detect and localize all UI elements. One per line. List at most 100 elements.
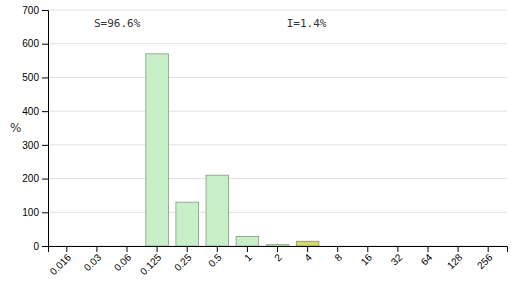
x-tick-label: 0.25 bbox=[172, 251, 194, 273]
chart: 0.016 0.03 0.060.125 0.25 0.5 1 2 4 8 16 32 64 128 25… bbox=[0, 0, 519, 288]
grid-line bbox=[48, 111, 507, 112]
grid-line bbox=[48, 144, 507, 145]
bar bbox=[387, 246, 410, 247]
grid bbox=[48, 10, 507, 246]
x-tick-mark bbox=[217, 246, 218, 252]
y-tick: 400 bbox=[22, 106, 48, 117]
y-tick: 600 bbox=[22, 38, 48, 49]
bar bbox=[206, 175, 229, 246]
x-tick-label: 128 bbox=[445, 251, 465, 271]
y-tick-label: 400 bbox=[22, 106, 39, 117]
y-tick-label: 0 bbox=[33, 241, 39, 252]
bar bbox=[326, 246, 349, 247]
x-tick-label: 256 bbox=[475, 251, 495, 271]
x-tick-mark bbox=[66, 246, 67, 252]
x-tick: 0.03 bbox=[82, 246, 104, 273]
grid-line bbox=[48, 77, 507, 78]
bar bbox=[477, 246, 500, 247]
y-tick-mark bbox=[42, 111, 48, 112]
x-axis: 0.016 0.03 0.060.125 0.25 0.5 1 2 4 8 16 32 64 128 25… bbox=[48, 246, 508, 277]
annotation: I=1.4% bbox=[287, 17, 327, 30]
x-tick: 0.016 bbox=[48, 246, 74, 277]
plot: 0.016 0.03 0.060.125 0.25 0.5 1 2 4 8 16 32 64 128 25… bbox=[22, 5, 507, 277]
y-axis-line bbox=[42, 11, 49, 247]
y-tick-label: 700 bbox=[22, 5, 39, 16]
y-tick-label: 200 bbox=[22, 173, 39, 184]
x-tick-mark bbox=[367, 246, 368, 252]
bars bbox=[146, 54, 319, 246]
y-tick: 100 bbox=[22, 207, 48, 218]
bar bbox=[357, 246, 380, 247]
x-tick-mark bbox=[96, 246, 97, 252]
grid-line bbox=[48, 178, 507, 179]
x-tick-label: 16 bbox=[359, 251, 375, 267]
y-tick-label: 500 bbox=[22, 72, 39, 83]
y-tick-label: 600 bbox=[22, 38, 39, 49]
x-tick-label: 0.125 bbox=[138, 251, 164, 277]
x-tick-mark bbox=[187, 246, 188, 252]
x-tick-mark bbox=[337, 246, 338, 252]
x-tick: 32 bbox=[389, 246, 405, 267]
x-tick-label: 0.03 bbox=[82, 251, 104, 273]
bar bbox=[296, 241, 319, 246]
y-tick-mark bbox=[42, 10, 48, 11]
y-tick-mark bbox=[42, 145, 48, 146]
y-axis-title: % bbox=[10, 121, 21, 135]
bar bbox=[236, 237, 259, 246]
x-tick: 1 bbox=[242, 246, 254, 263]
annotation: S=96.6% bbox=[94, 17, 141, 30]
grid-line bbox=[48, 212, 507, 213]
bar bbox=[176, 202, 199, 246]
x-tick: 0.06 bbox=[112, 246, 134, 273]
y-tick-mark bbox=[42, 212, 48, 213]
x-tick-mark bbox=[277, 246, 278, 252]
x-tick-label: 8 bbox=[332, 251, 344, 263]
x-tick: 0.25 bbox=[172, 246, 194, 273]
x-tick-mark bbox=[397, 246, 398, 252]
y-tick: 200 bbox=[22, 173, 48, 184]
x-tick: 16 bbox=[359, 246, 375, 267]
x-tick-label: 2 bbox=[272, 251, 284, 263]
x-tick-mark bbox=[458, 246, 459, 252]
x-tick-label: 1 bbox=[242, 251, 254, 263]
bar bbox=[417, 246, 440, 247]
y-tick: 700 bbox=[22, 5, 48, 16]
bar bbox=[447, 246, 470, 247]
x-tick: 0.5 bbox=[206, 246, 224, 269]
grid-line bbox=[48, 43, 507, 44]
y-tick: 500 bbox=[22, 72, 48, 83]
x-tick-mark bbox=[488, 246, 489, 252]
x-tick: 128 bbox=[445, 246, 465, 271]
x-tick-mark bbox=[307, 246, 308, 252]
y-tick-label: 100 bbox=[22, 207, 39, 218]
x-tick-label: 0.06 bbox=[112, 251, 134, 273]
x-tick-label: 64 bbox=[419, 251, 435, 267]
x-tick: 64 bbox=[419, 246, 435, 267]
x-tick-mark bbox=[427, 246, 428, 252]
x-tick-mark bbox=[157, 246, 158, 252]
x-tick: 2 bbox=[272, 246, 284, 263]
x-tick-mark bbox=[127, 246, 128, 252]
y-tick-mark bbox=[42, 246, 48, 247]
x-axis-line bbox=[49, 247, 508, 253]
bar bbox=[56, 246, 79, 247]
y-tick: 300 bbox=[22, 140, 48, 151]
y-tick-label: 300 bbox=[22, 140, 39, 151]
bar bbox=[266, 245, 289, 246]
grid-line bbox=[48, 10, 507, 11]
y-tick-mark bbox=[42, 77, 48, 78]
bar bbox=[86, 246, 109, 247]
y-axis: 0 100 200 300 400 500 600 700 bbox=[22, 5, 48, 252]
bar bbox=[116, 246, 139, 247]
x-tick: 8 bbox=[332, 246, 344, 263]
x-tick-label: 32 bbox=[389, 251, 405, 267]
y-tick-mark bbox=[42, 179, 48, 180]
x-tick: 256 bbox=[475, 246, 495, 271]
y-tick: 0 bbox=[33, 241, 48, 252]
x-tick-label: 4 bbox=[302, 251, 314, 263]
x-tick-label: 0.5 bbox=[206, 251, 224, 269]
x-tick: 4 bbox=[302, 246, 314, 263]
y-tick-mark bbox=[42, 44, 48, 45]
bar bbox=[146, 54, 169, 246]
x-tick-label: 0.016 bbox=[48, 251, 74, 277]
